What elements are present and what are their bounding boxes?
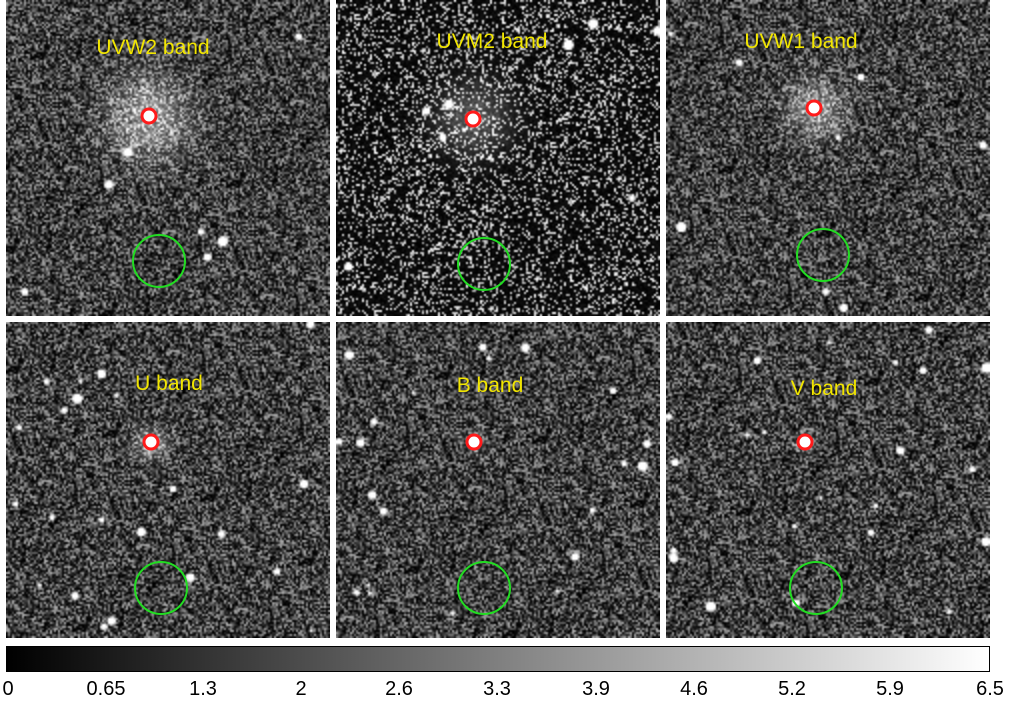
- panel-label: UVM2 band: [436, 30, 548, 53]
- background-region-marker: [132, 234, 186, 288]
- source-region-marker: [465, 433, 483, 451]
- background-region-marker: [134, 561, 188, 615]
- background-region-marker: [789, 561, 843, 615]
- source-region-marker: [142, 433, 160, 451]
- colorbar-tick: 1.3: [189, 678, 217, 700]
- panel-label: U band: [135, 372, 203, 395]
- colorbar-tick: 0.65: [86, 678, 126, 700]
- image-panel-b: B band: [336, 322, 660, 638]
- image-panel-uvw1: UVW1 band: [666, 0, 990, 316]
- colorbar-tick: 0: [2, 678, 14, 700]
- panel-label: UVW1 band: [744, 30, 858, 53]
- image-panel-u: U band: [6, 322, 330, 638]
- colorbar: [6, 646, 990, 672]
- colorbar-tick: 2: [295, 678, 307, 700]
- colorbar-tick: 3.9: [582, 678, 610, 700]
- background-region-marker: [457, 561, 511, 615]
- colorbar-tick: 2.6: [385, 678, 413, 700]
- panel-label: UVW2 band: [96, 36, 210, 59]
- source-region-marker: [140, 107, 158, 125]
- panel-label: V band: [790, 377, 858, 400]
- colorbar-tick: 3.3: [483, 678, 511, 700]
- colorbar-tick: 4.6: [680, 678, 708, 700]
- image-panel-uvm2: UVM2 band: [336, 0, 660, 316]
- source-region-marker: [464, 110, 482, 128]
- colorbar-tick: 5.9: [876, 678, 904, 700]
- colorbar-tick: 6.5: [976, 678, 1004, 700]
- panel-label: B band: [456, 374, 524, 397]
- source-region-marker: [805, 99, 823, 117]
- source-region-marker: [796, 433, 814, 451]
- background-region-marker: [796, 228, 850, 282]
- colorbar-tick: 5.2: [778, 678, 806, 700]
- image-panel-v: V band: [666, 322, 990, 638]
- background-region-marker: [457, 237, 511, 291]
- image-panel-uvw2: UVW2 band: [6, 0, 330, 316]
